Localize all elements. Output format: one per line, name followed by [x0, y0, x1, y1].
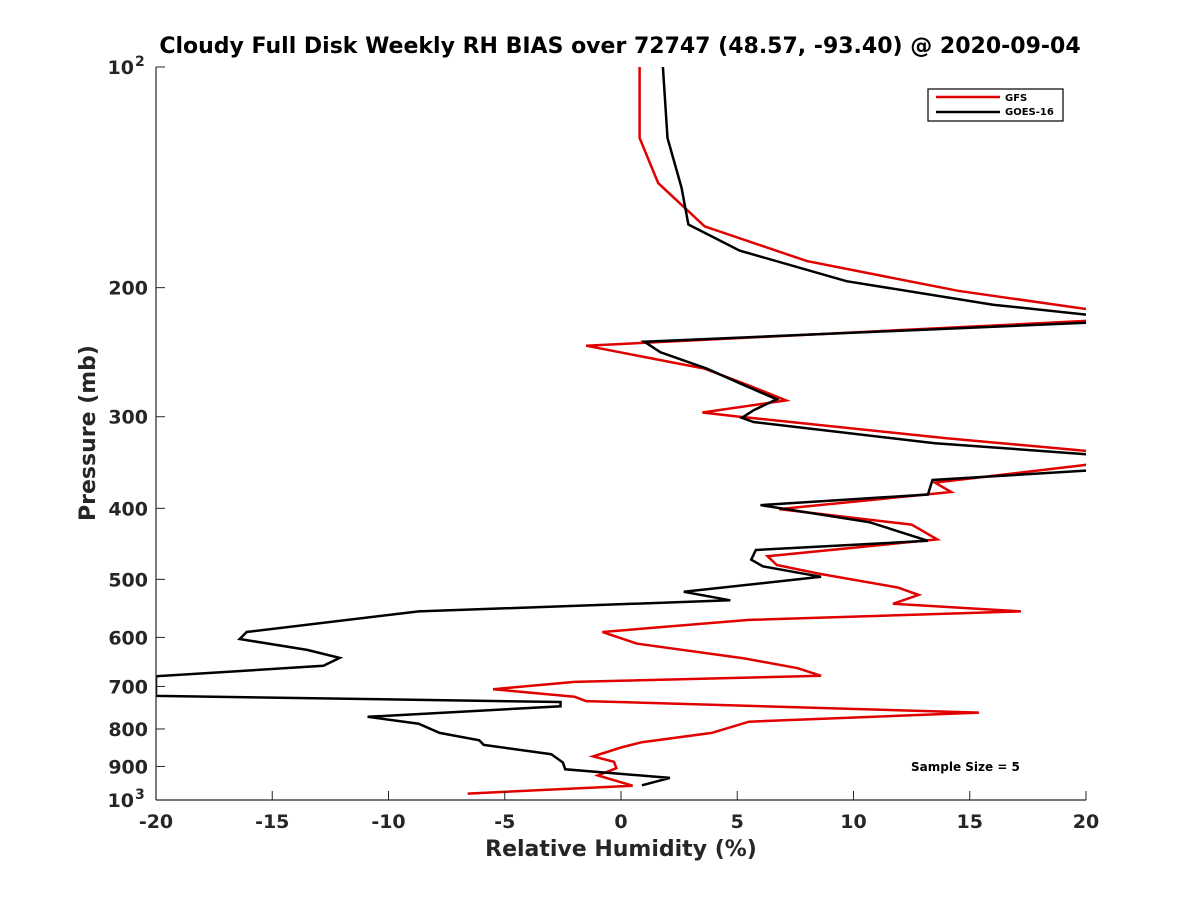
- y-tick-label: 300: [108, 407, 148, 429]
- x-tick-label: 5: [731, 811, 744, 833]
- y-tick-label: 700: [108, 676, 148, 698]
- y-tick-label: 10: [108, 790, 134, 812]
- legend-box: [927, 88, 1064, 122]
- x-tick-label: 20: [1073, 811, 1099, 833]
- series-line-goes16: [156, 67, 1086, 787]
- y-tick-label: 900: [108, 756, 148, 778]
- x-tick-label: 0: [614, 811, 627, 833]
- series-clip-group: [156, 67, 1086, 795]
- y-tick-exponent: 2: [135, 54, 145, 70]
- x-tick-label: 15: [957, 811, 983, 833]
- x-tick-label: -5: [494, 811, 515, 833]
- sample-size-annotation: Sample Size = 5: [911, 760, 1020, 774]
- legend: GFS GOES-16: [927, 88, 1064, 122]
- x-tick-label: -20: [139, 811, 173, 833]
- y-tick-label: 400: [108, 498, 148, 520]
- y-tick-label: 200: [108, 278, 148, 300]
- chart-title: Cloudy Full Disk Weekly RH BIAS over 727…: [159, 34, 1080, 59]
- series-line-gfs: [467, 67, 1086, 795]
- y-tick-label: 500: [108, 569, 148, 591]
- legend-label-gfs: GFS: [1005, 93, 1027, 104]
- y-tick-exponent: 3: [135, 787, 145, 803]
- y-tick-label: 10: [108, 57, 134, 79]
- legend-label-goes16: GOES-16: [1005, 107, 1054, 118]
- plot-area: [156, 67, 1086, 800]
- y-tick-label: 800: [108, 719, 148, 741]
- series-layer: [156, 67, 1086, 795]
- y-axis-title: Pressure (mb): [76, 345, 101, 521]
- y-tick-label: 600: [108, 627, 148, 649]
- x-tick-label: 10: [840, 811, 866, 833]
- x-axis-title: Relative Humidity (%): [485, 837, 757, 862]
- x-tick-label: -10: [371, 811, 405, 833]
- x-tick-label: -15: [255, 811, 289, 833]
